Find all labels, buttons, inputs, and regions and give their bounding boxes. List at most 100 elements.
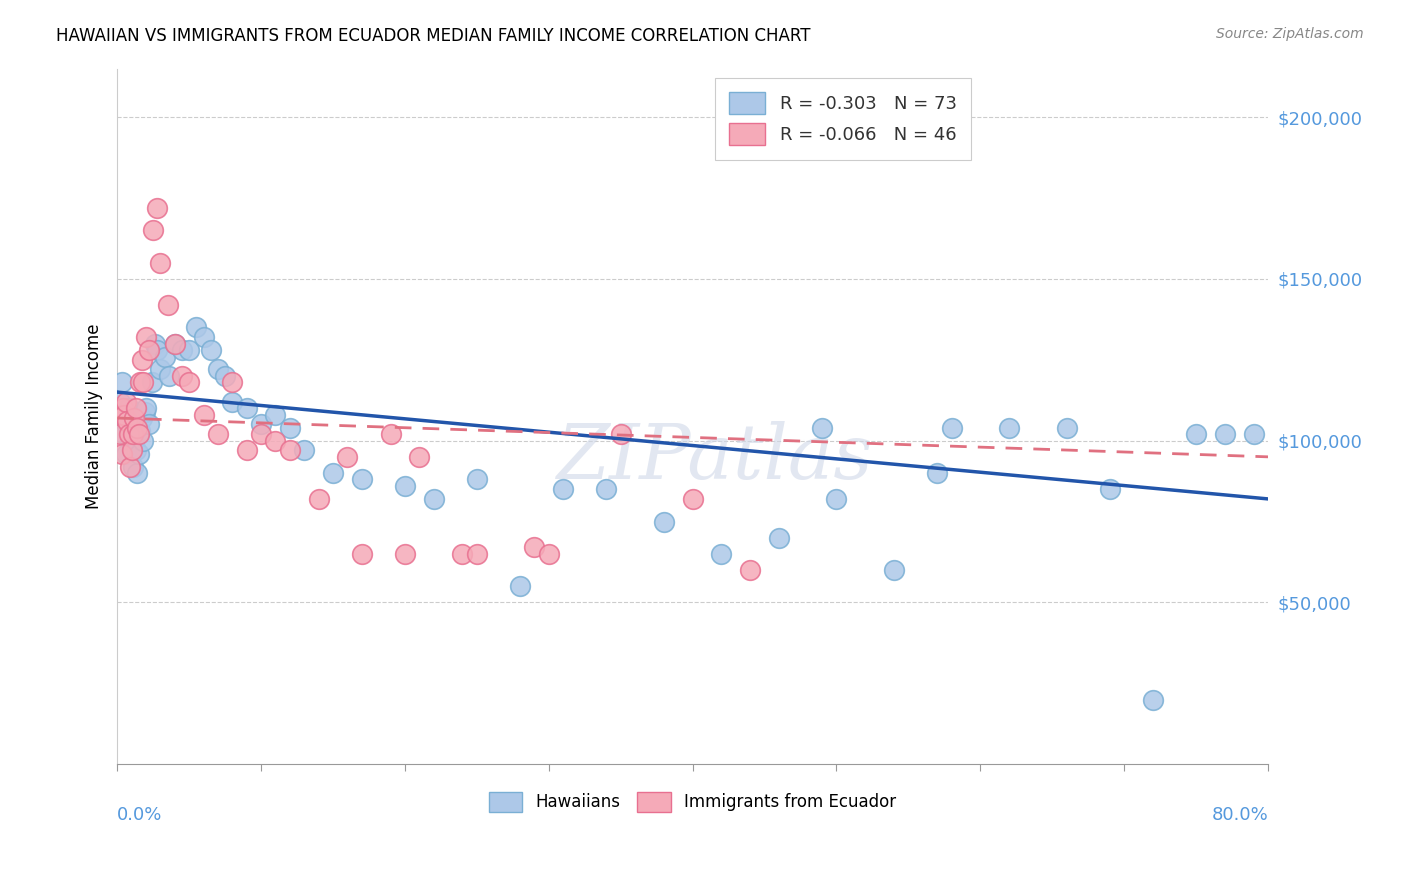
Point	[149, 362, 172, 376]
Point	[221, 376, 243, 390]
Point	[710, 547, 733, 561]
Point	[122, 427, 145, 442]
Point	[322, 466, 344, 480]
Point	[121, 443, 143, 458]
Point	[193, 408, 215, 422]
Point	[118, 427, 141, 442]
Point	[927, 466, 949, 480]
Point	[336, 450, 359, 464]
Point	[179, 376, 201, 390]
Point	[553, 482, 575, 496]
Point	[1098, 482, 1121, 496]
Point	[595, 482, 617, 496]
Point	[1213, 427, 1236, 442]
Point	[214, 368, 236, 383]
Point	[134, 404, 156, 418]
Point	[537, 547, 560, 561]
Point	[157, 368, 180, 383]
Point	[163, 336, 186, 351]
Point	[394, 547, 416, 561]
Point	[1243, 427, 1265, 442]
Point	[146, 343, 169, 357]
Point	[129, 376, 152, 390]
Point	[380, 427, 402, 442]
Point	[523, 541, 546, 555]
Point	[250, 417, 273, 432]
Point	[509, 579, 531, 593]
Point	[146, 201, 169, 215]
Point	[207, 362, 229, 376]
Point	[121, 421, 143, 435]
Point	[235, 401, 257, 416]
Text: HAWAIIAN VS IMMIGRANTS FROM ECUADOR MEDIAN FAMILY INCOME CORRELATION CHART: HAWAIIAN VS IMMIGRANTS FROM ECUADOR MEDI…	[56, 27, 811, 45]
Point	[350, 547, 373, 561]
Text: 0.0%: 0.0%	[117, 806, 163, 824]
Point	[1056, 421, 1078, 435]
Point	[1142, 692, 1164, 706]
Point	[278, 421, 301, 435]
Point	[132, 434, 155, 448]
Point	[108, 394, 131, 409]
Point	[465, 547, 488, 561]
Text: ZIPatlas: ZIPatlas	[557, 421, 875, 495]
Point	[308, 491, 330, 506]
Point	[811, 421, 834, 435]
Point	[200, 343, 222, 357]
Text: 80.0%: 80.0%	[1212, 806, 1268, 824]
Point	[264, 408, 287, 422]
Text: Source: ZipAtlas.com: Source: ZipAtlas.com	[1216, 27, 1364, 41]
Point	[141, 376, 163, 390]
Point	[1185, 427, 1208, 442]
Point	[124, 434, 146, 448]
Point	[350, 473, 373, 487]
Point	[740, 563, 762, 577]
Legend: Hawaiians, Immigrants from Ecuador: Hawaiians, Immigrants from Ecuador	[482, 785, 903, 819]
Point	[125, 443, 148, 458]
Point	[609, 427, 631, 442]
Point	[114, 394, 136, 409]
Point	[998, 421, 1021, 435]
Point	[768, 531, 790, 545]
Point	[652, 515, 675, 529]
Point	[111, 401, 134, 416]
Point	[221, 394, 243, 409]
Point	[186, 320, 208, 334]
Point	[124, 411, 146, 425]
Y-axis label: Median Family Income: Median Family Income	[86, 324, 103, 509]
Point	[127, 421, 149, 435]
Point	[278, 443, 301, 458]
Point	[131, 352, 153, 367]
Point	[125, 401, 148, 416]
Point	[142, 223, 165, 237]
Point	[128, 447, 150, 461]
Point	[941, 421, 963, 435]
Point	[682, 491, 704, 506]
Point	[111, 408, 134, 422]
Point	[138, 343, 160, 357]
Point	[118, 401, 141, 416]
Point	[129, 424, 152, 438]
Point	[117, 417, 139, 432]
Point	[825, 491, 848, 506]
Point	[120, 459, 142, 474]
Point	[110, 376, 132, 390]
Point	[394, 479, 416, 493]
Point	[292, 443, 315, 458]
Point	[883, 563, 905, 577]
Point	[131, 411, 153, 425]
Point	[135, 401, 157, 416]
Point	[264, 434, 287, 448]
Point	[120, 434, 142, 448]
Point	[149, 255, 172, 269]
Point	[465, 473, 488, 487]
Point	[422, 491, 444, 506]
Point	[122, 459, 145, 474]
Point	[250, 427, 273, 442]
Point	[153, 350, 176, 364]
Point	[112, 427, 135, 442]
Point	[132, 376, 155, 390]
Point	[207, 427, 229, 442]
Point	[179, 343, 201, 357]
Point	[170, 343, 193, 357]
Point	[117, 414, 139, 428]
